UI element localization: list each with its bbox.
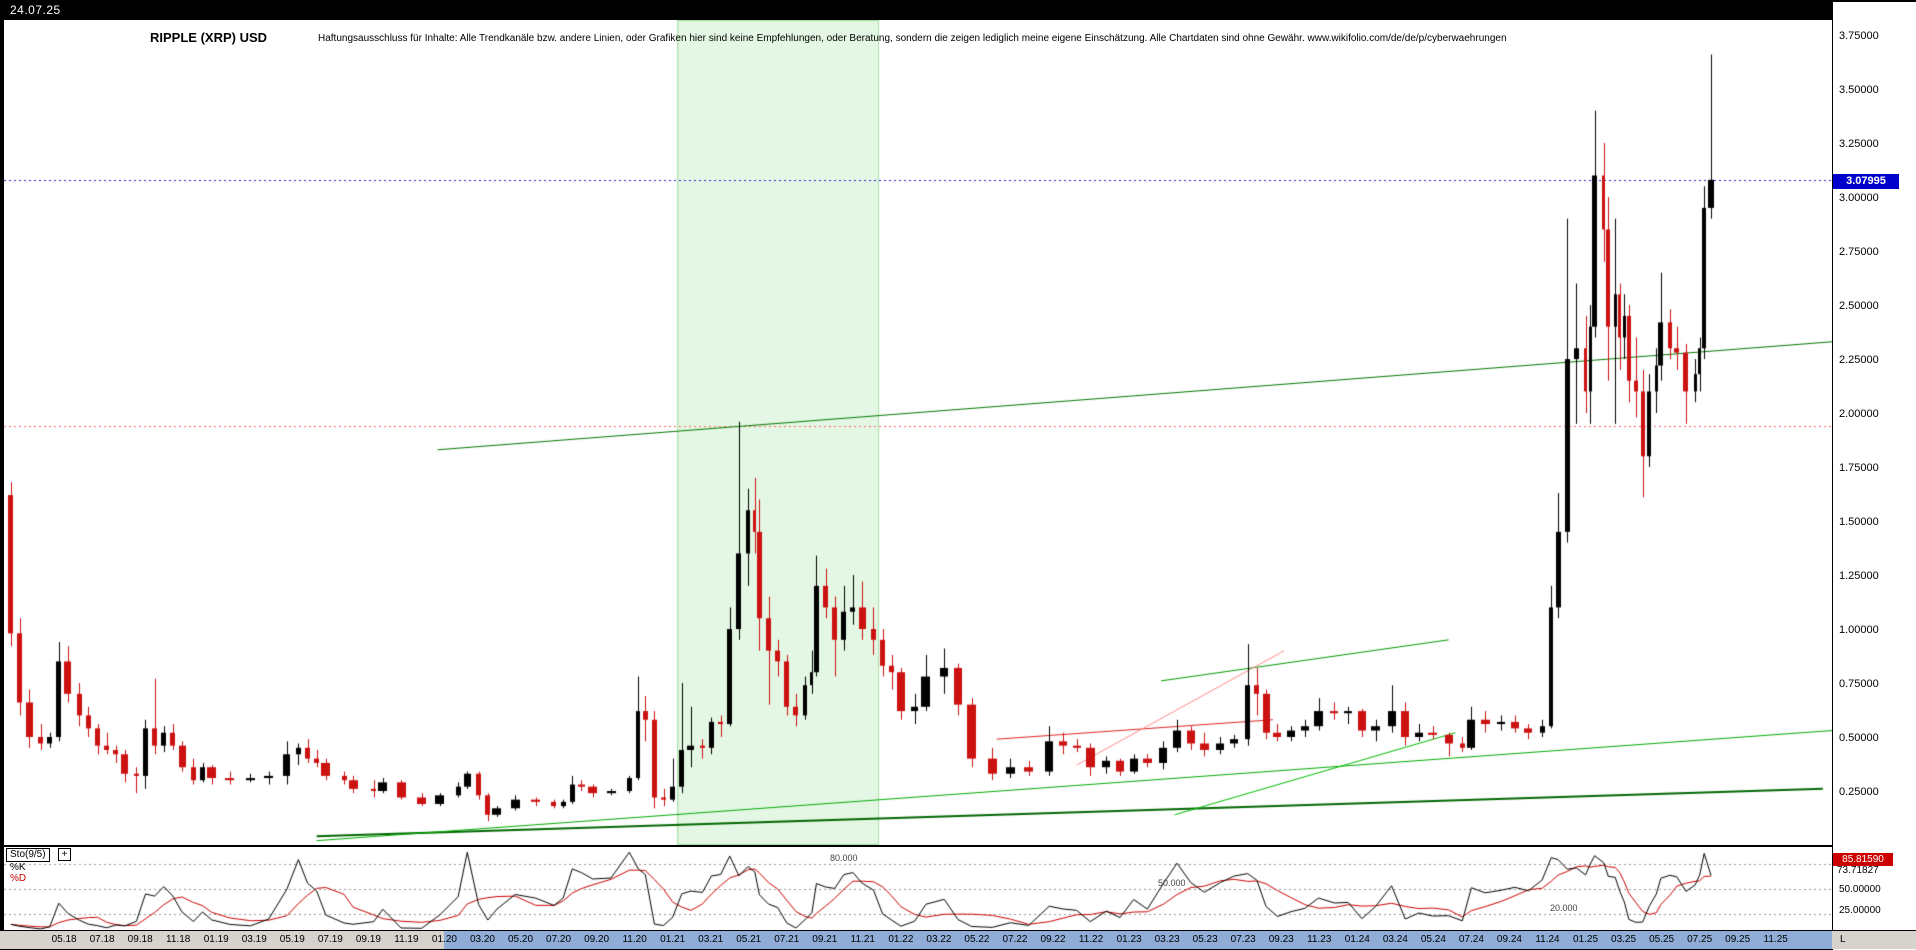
timeline-label: 07.21 <box>774 934 800 945</box>
timeline-label: 11.24 <box>1535 934 1560 945</box>
timeline-label: 07.22 <box>1002 934 1028 945</box>
top-bar: 24.07.25 <box>0 0 1832 20</box>
timeline-label: 09.23 <box>1268 934 1294 945</box>
stochastic-canvas[interactable] <box>4 847 1832 931</box>
timeline-label: 11.21 <box>850 934 875 945</box>
sto-level-label: 50.000 <box>1158 878 1186 888</box>
timeline-label: 11.25 <box>1763 934 1788 945</box>
price-axis-label: 2.25000 <box>1839 354 1879 367</box>
sto-d-value-tag: 73.71827 <box>1837 865 1879 877</box>
timeline-label: 05.22 <box>964 934 990 945</box>
timeline-highlight[interactable] <box>444 931 1832 949</box>
price-chart-area[interactable]: RIPPLE (XRP) USD Haftungsausschluss für … <box>4 20 1832 845</box>
sto-axis-label: 25.00000 <box>1839 905 1881 916</box>
indicator-settings-button[interactable]: Sto(9/5) <box>6 848 50 862</box>
timeline-label: 05.18 <box>51 934 77 945</box>
timeline-label: 07.20 <box>546 934 572 945</box>
timeline-corner: L <box>1832 930 1916 949</box>
timeline-label: 09.22 <box>1040 934 1066 945</box>
timeline-label: 01.21 <box>660 934 686 945</box>
timeline-label: 07.24 <box>1458 934 1484 945</box>
timeline-label: 03.22 <box>926 934 952 945</box>
timeline-label: 03.21 <box>698 934 724 945</box>
price-axis: 3.75000 3.50000 3.25000 3.00000 2.75000 2.500… <box>1832 0 1916 950</box>
price-axis-label: 1.25000 <box>1839 570 1879 583</box>
price-axis-label: 2.75000 <box>1839 246 1879 259</box>
timeline-label: 03.19 <box>241 934 267 945</box>
timeline-label: 09.24 <box>1496 934 1522 945</box>
timeline-label: 05.25 <box>1649 934 1675 945</box>
timeline-label: 05.20 <box>508 934 534 945</box>
sto-axis-label: 50.00000 <box>1839 884 1881 895</box>
sto-d-legend: %D <box>10 873 27 884</box>
price-axis-label: 3.75000 <box>1839 30 1879 43</box>
price-axis-label: 3.50000 <box>1839 84 1879 97</box>
timeline-label: 11.22 <box>1078 934 1104 945</box>
price-axis-label: 2.00000 <box>1839 408 1879 421</box>
timeline-label: 09.21 <box>812 934 838 945</box>
timeline-label: 07.25 <box>1687 934 1713 945</box>
price-axis-label: 1.50000 <box>1839 516 1879 529</box>
timeline-label: 03.20 <box>469 934 495 945</box>
sto-level-label: 20.000 <box>1550 903 1578 914</box>
stochastic-panel[interactable]: Sto(9/5) + %K %D 80.000 50.000 20.000 <box>4 846 1832 931</box>
timeline-label: 07.19 <box>317 934 343 945</box>
timeline-label: 01.24 <box>1344 934 1370 945</box>
disclaimer-text: Haftungsausschluss für Inhalte: Alle Tre… <box>318 33 1507 44</box>
timeline-label: 03.25 <box>1611 934 1637 945</box>
price-axis-label: 3.00000 <box>1839 192 1879 205</box>
current-price-tag: 3.07995 <box>1833 173 1899 189</box>
timeline-label: 09.19 <box>355 934 381 945</box>
timeline-label: 05.23 <box>1192 934 1218 945</box>
sto-k-legend: %K <box>10 862 26 873</box>
timeline-label: 11.19 <box>394 934 419 945</box>
timeline-label: 11.20 <box>622 934 647 945</box>
indicator-add-button[interactable]: + <box>58 848 71 861</box>
timeline-label: 09.25 <box>1725 934 1751 945</box>
price-axis-label: 0.75000 <box>1839 678 1879 691</box>
price-axis-label: 0.50000 <box>1839 732 1879 745</box>
price-axis-label: 1.75000 <box>1839 462 1879 475</box>
sto-level-label: 80.000 <box>830 852 858 863</box>
price-axis-label: 0.25000 <box>1839 786 1879 798</box>
price-axis-label: 2.50000 <box>1839 300 1879 313</box>
timeline-label: 03.23 <box>1154 934 1180 945</box>
timeline-label: 01.19 <box>203 934 229 945</box>
timeline-label: 01.20 <box>431 934 457 945</box>
timeline-label: 01.22 <box>888 934 914 945</box>
price-axis-label: 1.00000 <box>1839 624 1879 637</box>
timeline-label: 05.19 <box>279 934 305 945</box>
chart-title: RIPPLE (XRP) USD <box>150 30 268 45</box>
timeline-label: 05.21 <box>736 934 762 945</box>
timeline-label: 07.23 <box>1230 934 1256 945</box>
chart-date-label: 24.07.25 <box>10 3 61 17</box>
sto-k-value-tag: 85.81590 <box>1833 852 1893 866</box>
timeline-label: 05.24 <box>1420 934 1446 945</box>
timeline-label: 03.24 <box>1382 934 1408 945</box>
timeline-label: 01.25 <box>1573 934 1599 945</box>
timeline-label: 11.23 <box>1307 934 1332 945</box>
timeline-label: 01.23 <box>1116 934 1142 945</box>
timeline-label: 09.18 <box>127 934 153 945</box>
timeline-label: 07.18 <box>89 934 115 945</box>
price-candlestick-canvas[interactable] <box>4 20 1832 845</box>
timeline-strip[interactable]: 05.18 07.18 09.18 11.18 01.19 03.19 05.19 07.19… <box>0 930 1832 949</box>
price-axis-label: 3.25000 <box>1839 138 1879 151</box>
timeline-label: 11.18 <box>166 934 191 945</box>
timeline-label: 09.20 <box>584 934 610 945</box>
